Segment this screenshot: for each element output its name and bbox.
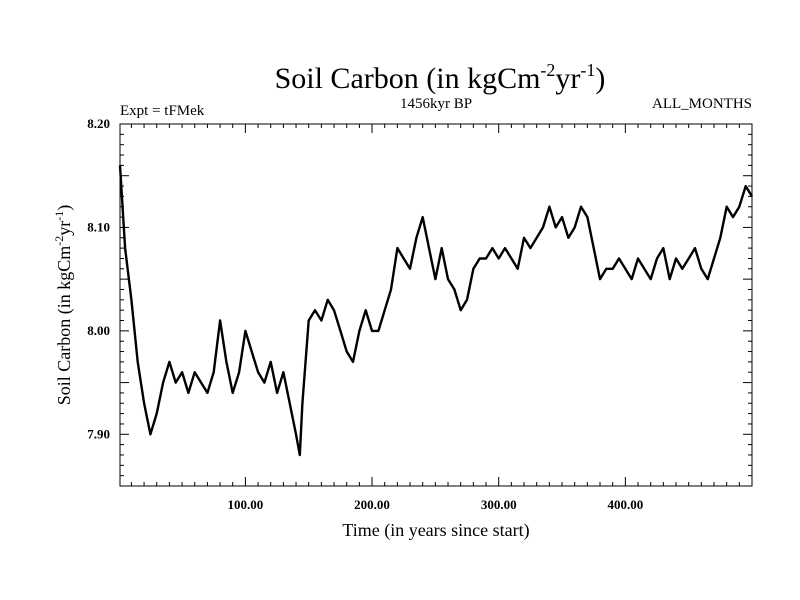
chart-title-end: ): [595, 62, 605, 95]
y-axis-label-main: Soil Carbon (in kgCm: [54, 246, 75, 406]
y-axis-label: Soil Carbon (in kgCm-2yr-1): [52, 205, 75, 406]
y-tick-label: 7.90: [87, 426, 110, 441]
period-label: 1456kyr BP: [400, 96, 472, 112]
y-axis-label-end: ): [54, 205, 75, 211]
x-tick-label: 400.00: [607, 497, 643, 512]
chart-title-sup-1: -2: [540, 60, 555, 80]
months-label: ALL_MONTHS: [652, 96, 752, 112]
y-axis-label-sup-2: -1: [52, 211, 66, 221]
x-tick-label: 300.00: [481, 497, 517, 512]
chart-title-mid: yr: [555, 62, 580, 95]
experiment-label: Expt = tFMek: [120, 103, 205, 119]
chart-title-main: Soil Carbon (in kgCm: [275, 62, 541, 95]
x-tick-label: 100.00: [228, 497, 264, 512]
y-axis-label-sup-1: -2: [52, 236, 66, 246]
plot-area: [118, 165, 754, 457]
series-line-0: [118, 165, 754, 457]
x-tick-label: 200.00: [354, 497, 390, 512]
x-axis-label: Time (in years since start): [342, 520, 529, 541]
y-axis-label-mid: yr: [54, 221, 74, 236]
plot-frame: [119, 123, 753, 487]
y-tick-label: 8.20: [87, 116, 110, 131]
chart-title-sup-2: -1: [580, 60, 595, 80]
axis-ticks: 100.00 200.00 300.00 400.00 7.90 8.00 8.10 8.20: [87, 116, 752, 512]
y-tick-label: 8.10: [87, 219, 110, 234]
y-tick-label: 8.00: [87, 323, 110, 338]
chart-title: Soil Carbon (in kgCm-2yr-1): [275, 60, 606, 95]
